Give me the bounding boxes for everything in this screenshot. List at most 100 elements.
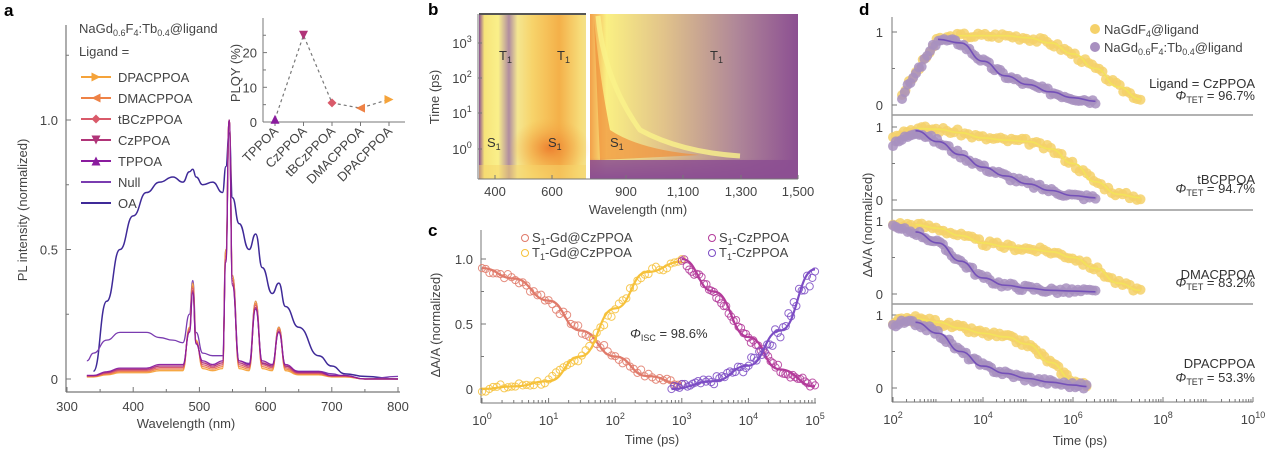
y-tick-label: 0.5: [40, 243, 58, 258]
heatmap-band: [479, 165, 586, 179]
legend-label: TPPOA: [118, 154, 162, 169]
data-point: [704, 375, 713, 384]
legend-circle-icon: [521, 249, 529, 257]
tet-yield-label: ΦTET = 53.3%: [1175, 370, 1255, 387]
x-tick-label: 800: [387, 399, 409, 414]
data-point: [574, 321, 583, 330]
triangle-up-marker-icon: [91, 156, 101, 166]
y-tick-label: 1: [876, 214, 883, 229]
data-point: [1081, 380, 1092, 391]
legend-part: 4: [1158, 47, 1163, 57]
data-point: [717, 299, 726, 308]
fit-line: [915, 127, 1141, 199]
y-tick-label: 0: [876, 98, 883, 113]
data-point: [600, 340, 609, 350]
legend-label: S1-Gd@CzPPOA: [532, 230, 633, 247]
y-tick-label: 1.0: [40, 113, 58, 128]
legend-label: DMACPPOA: [118, 91, 193, 106]
phi-symbol: Φ: [1175, 181, 1186, 196]
x-tick-label: 104: [739, 411, 758, 428]
diamond-marker-icon: [91, 114, 101, 124]
legend-subscript: 1: [540, 252, 545, 262]
data-point: [607, 312, 616, 321]
y-tick-label: 1.0: [455, 252, 473, 267]
phi-symbol: Φ: [1175, 370, 1186, 385]
tick-base: 10: [539, 413, 553, 428]
legend-dot-icon: [1090, 42, 1100, 52]
legend-label: T1-CzPPOA: [719, 245, 789, 262]
heatmap-s1-region: [594, 20, 700, 160]
legend-label: OA: [118, 196, 137, 211]
ligand-label: tBCPPOA: [1197, 172, 1255, 187]
fit-line: [915, 231, 1096, 293]
tick-base: 10: [883, 412, 897, 427]
legend-part: @ligand: [1151, 22, 1199, 37]
label-subscript: 1: [565, 55, 570, 65]
panel-letter-b: b: [428, 0, 438, 19]
fit-line: [915, 317, 1087, 387]
tick-exponent: 4: [988, 410, 993, 420]
data-point: [802, 271, 812, 280]
x-tick-label: 500: [189, 399, 211, 414]
legend-label: T1-Gd@CzPPOA: [532, 245, 632, 262]
fit-line: [481, 260, 682, 391]
tick-exponent: 8: [1168, 410, 1173, 420]
data-point: [749, 353, 758, 362]
data-point: [644, 269, 653, 279]
legend-part: 4: [1146, 29, 1151, 39]
tick-exponent: 0: [487, 411, 492, 421]
tick-exponent: 4: [753, 411, 758, 421]
x-tick-label: 700: [321, 399, 343, 414]
heatmap-bottom-dark: [590, 160, 798, 179]
fit-line: [915, 129, 1096, 199]
legend-subscript: 1: [727, 252, 732, 262]
tick-exponent: 2: [620, 411, 625, 421]
x-tick-label: 106: [1063, 410, 1082, 427]
legend-label: S1-CzPPOA: [719, 230, 789, 247]
label-letter: T: [499, 48, 507, 63]
panel-d-ylabel: ΔA/A (normalized): [860, 173, 875, 278]
legend-circle-icon: [521, 234, 529, 242]
tet-yield-label: ΦTET = 83.2%: [1175, 275, 1255, 292]
triangle-left-marker-icon: [356, 103, 365, 113]
x-tick-label: 103: [672, 411, 691, 428]
phi-symbol: Φ: [1175, 88, 1186, 103]
legend-label-gd: NaGdF4@ligand: [1104, 22, 1199, 39]
t1-label: T1: [557, 48, 570, 65]
x-tick-label: 1,500: [782, 184, 815, 199]
tick-base: 10: [672, 413, 686, 428]
fit-line: [481, 267, 682, 385]
panel-c-xlabel: Time (ps): [625, 432, 679, 447]
s1-label: S1: [610, 135, 624, 152]
triangle-down-marker-icon: [91, 135, 101, 145]
legend-dot-icon: [1090, 24, 1100, 34]
x-tick-label: 102: [605, 411, 624, 428]
legend-part: NaGd: [1104, 40, 1138, 55]
tick-base: 10: [1241, 412, 1255, 427]
y-tick-label: 1: [876, 308, 883, 323]
x-tick-label: 400: [484, 184, 506, 199]
tick-base: 10: [452, 106, 466, 121]
legend-label: Null: [118, 175, 141, 190]
phi-value: = 83.2%: [1203, 275, 1255, 290]
fit-line: [915, 223, 1141, 292]
panel-b-xlabel: Wavelength (nm): [589, 202, 688, 217]
legend-subscript: 1: [541, 237, 546, 247]
tick-base: 10: [605, 413, 619, 428]
legend-part: S: [532, 230, 541, 245]
legend-part: -CzPPOA: [733, 230, 790, 245]
inset-y-tick-label: 10: [243, 80, 257, 95]
legend-part: S: [719, 230, 728, 245]
phi-subscript: TET: [1186, 377, 1204, 387]
legend-label: tBCzPPOA: [118, 112, 183, 127]
data-point: [1090, 285, 1101, 296]
triangle-left-marker-icon: [91, 93, 101, 103]
y-tick-label: 0: [876, 381, 883, 396]
x-tick-label: 1,300: [725, 184, 758, 199]
data-point: [741, 363, 750, 373]
